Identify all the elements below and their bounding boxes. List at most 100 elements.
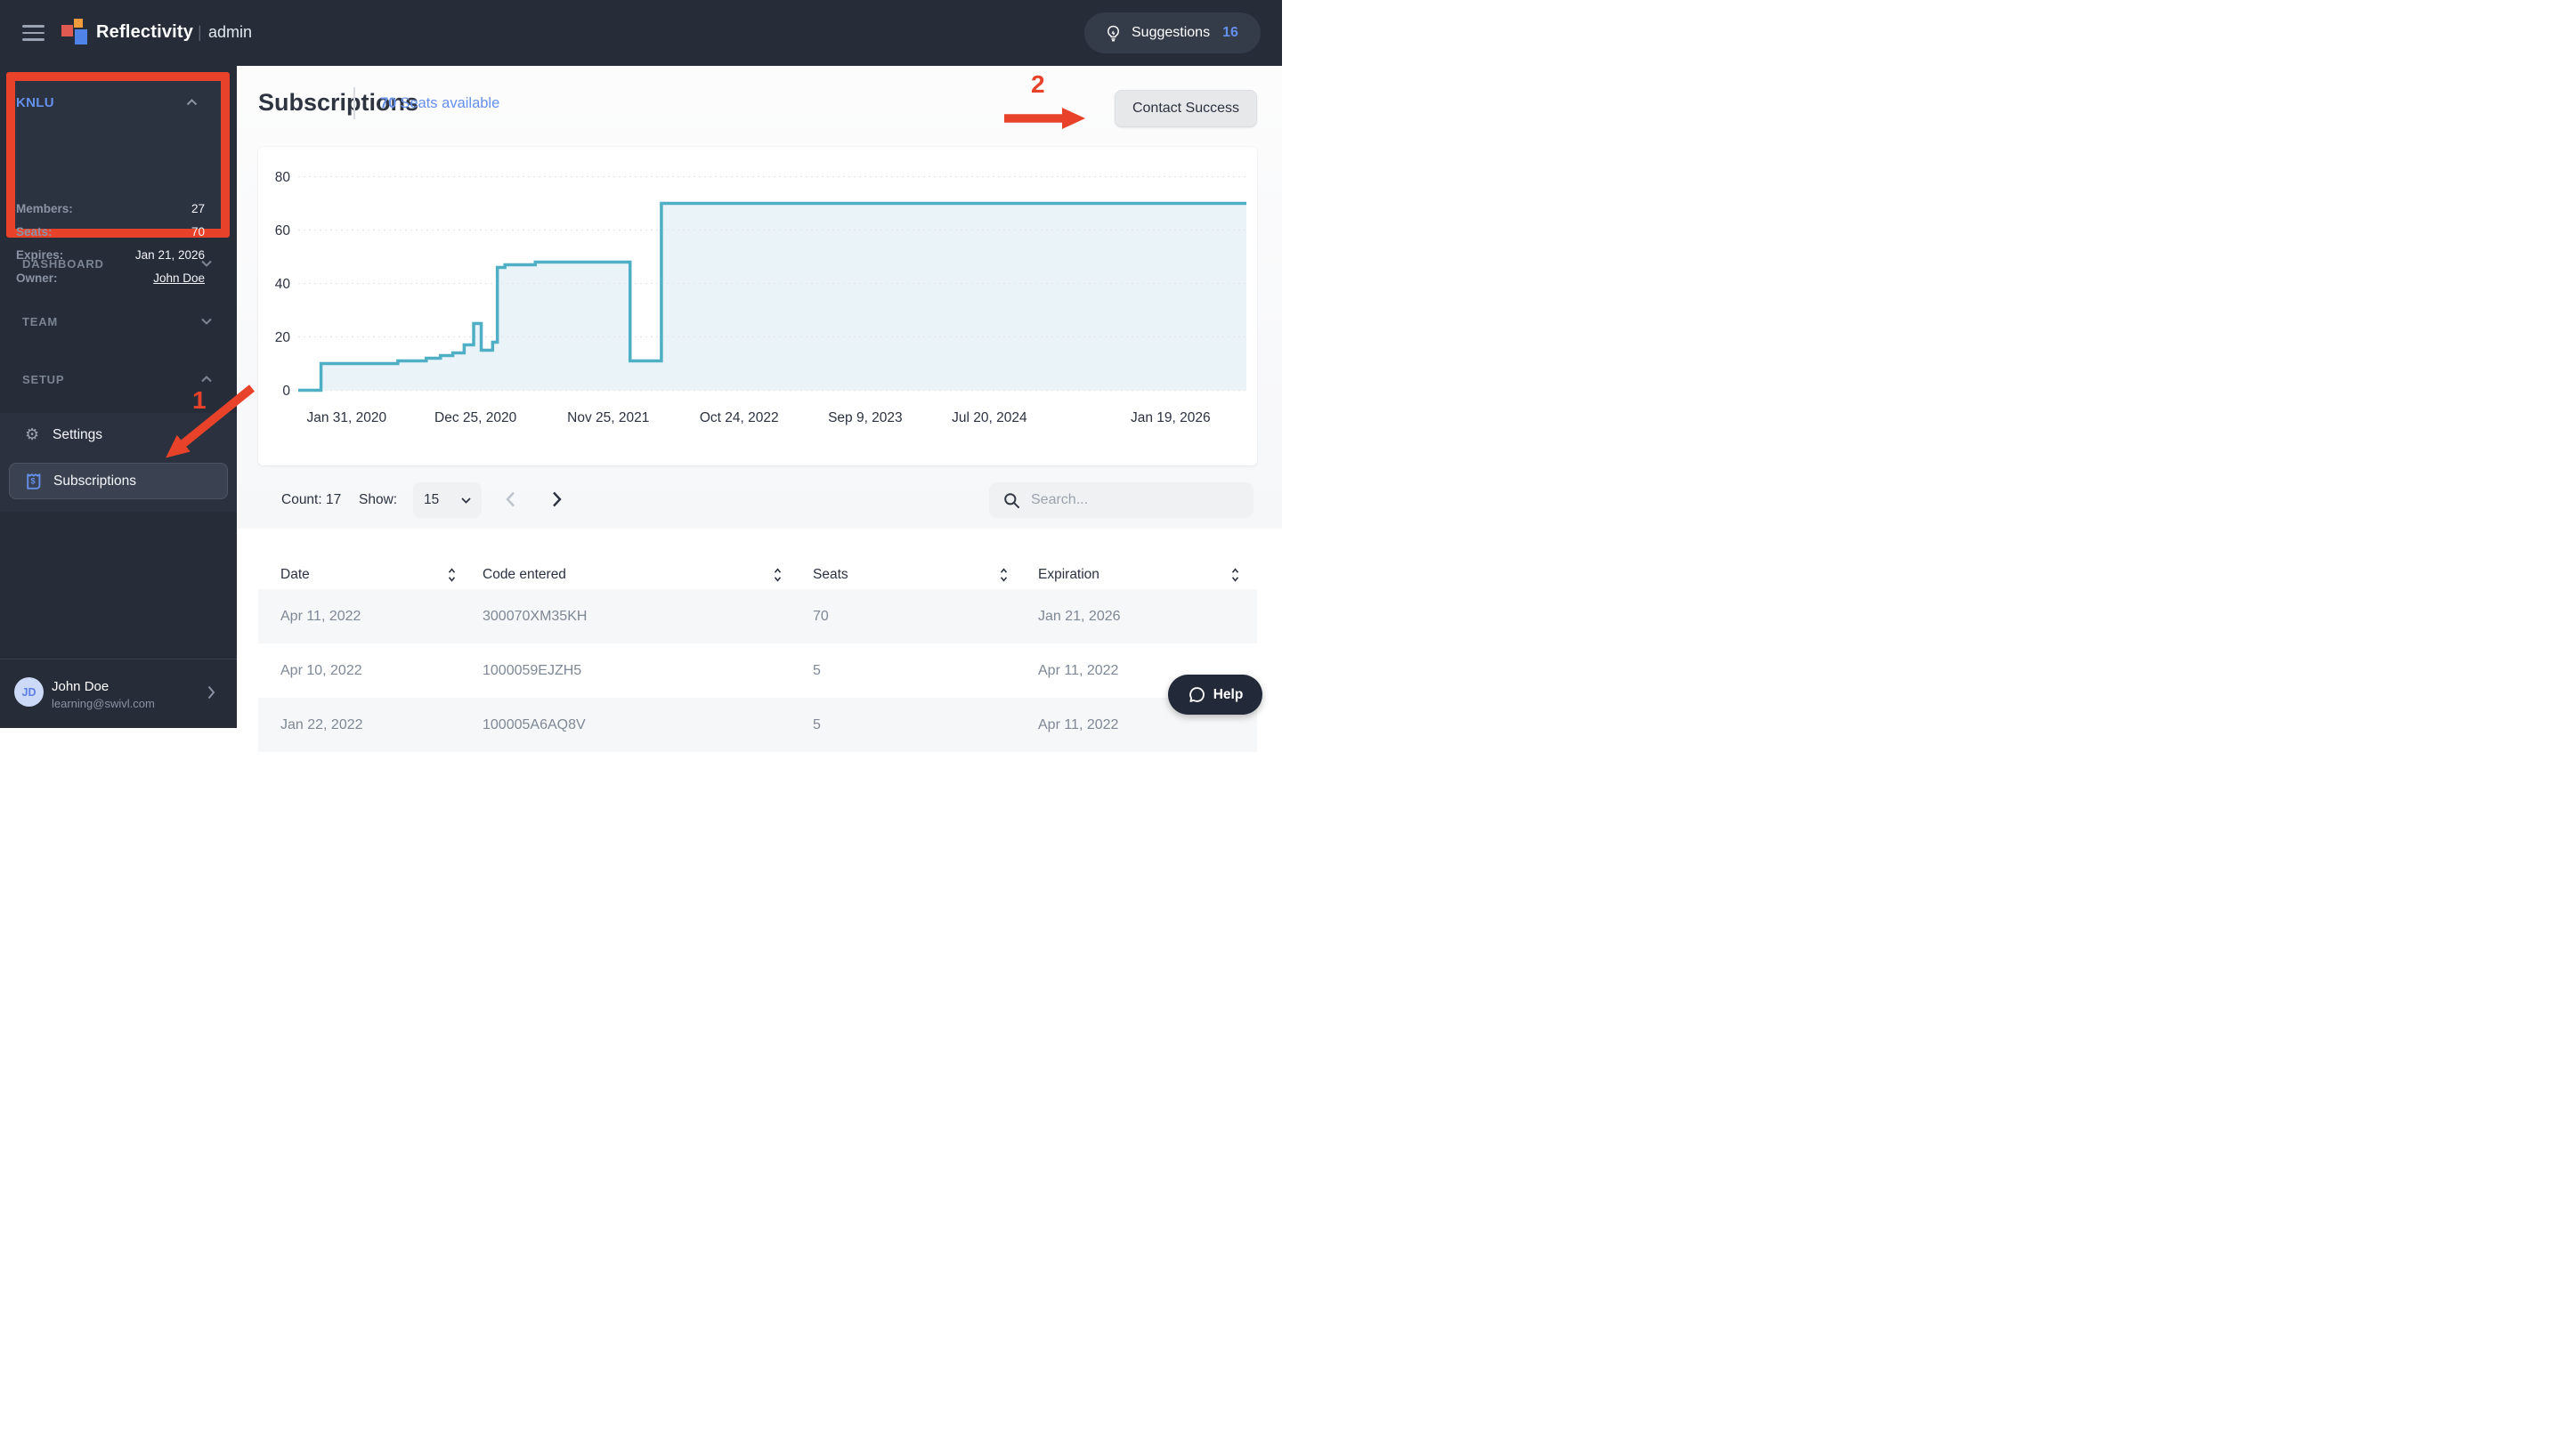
sort-icon[interactable] <box>1231 568 1239 582</box>
owner-label: Owner: <box>16 271 58 285</box>
table-row[interactable]: Apr 10, 2022 1000059EJZH5 5 Apr 11, 2022 <box>258 643 1257 698</box>
chat-bubble-icon <box>1189 687 1205 702</box>
y-axis-tick-label: 80 <box>275 170 291 185</box>
table-cell: Apr 11, 2022 <box>280 608 361 624</box>
sort-icon[interactable] <box>448 568 456 582</box>
x-axis-tick-label: Nov 25, 2021 <box>567 410 649 425</box>
chart-area-fill <box>298 203 1246 391</box>
subscriptions-chart-card: 0 20 40 60 80 Jan 31, 2020 Dec 25, 2020 Nov 25,… <box>258 147 1257 465</box>
seats-available-badge: 70 Seats available <box>380 95 499 112</box>
page-size-value: 15 <box>424 492 440 507</box>
chevron-up-icon <box>201 376 212 383</box>
brand-logo-icon <box>61 19 90 49</box>
table-cell: 300070XM35KH <box>483 608 588 624</box>
org-name[interactable]: KNLU <box>16 95 54 110</box>
table-row[interactable]: Apr 11, 2022 300070XM35KH 70 Jan 21, 2026 <box>258 589 1257 643</box>
menu-icon[interactable] <box>22 25 45 41</box>
result-count: Count: 17 <box>281 492 342 507</box>
dashboard-section-label: DASHBOARD <box>22 257 104 271</box>
contact-success-button[interactable]: Contact Success <box>1115 90 1257 127</box>
previous-page-button[interactable] <box>506 491 515 507</box>
suggestions-count-badge: 16 <box>1222 25 1238 40</box>
column-header-expiration[interactable]: Expiration <box>1017 561 1257 589</box>
sidebar-section-setup[interactable]: SETUP <box>0 367 237 393</box>
avatar[interactable]: JD <box>14 677 44 707</box>
y-axis-tick-label: 40 <box>275 277 291 292</box>
org-row-owner: Owner: John Doe <box>16 271 205 287</box>
org-row-seats: Seats: 70 <box>16 225 205 241</box>
help-label: Help <box>1213 686 1244 702</box>
column-header-label: Seats <box>813 567 848 582</box>
x-axis-tick-label: Jan 19, 2026 <box>1131 410 1211 425</box>
sidebar-section-team[interactable]: TEAM <box>0 309 237 336</box>
divider <box>353 87 355 119</box>
expires-value: Jan 21, 2026 <box>134 248 205 262</box>
column-header-label: Date <box>280 567 310 582</box>
sidebar-item-settings[interactable]: ⚙ Settings <box>0 417 237 453</box>
x-axis-tick-label: Jan 31, 2020 <box>306 410 386 425</box>
sort-icon[interactable] <box>774 568 782 582</box>
top-bar: Reflectivity | admin Suggestions 16 <box>0 0 1282 66</box>
table-cell: 1000059EJZH5 <box>483 662 582 678</box>
page-size-select[interactable]: 15 <box>413 482 482 518</box>
members-label: Members: <box>16 202 73 215</box>
x-axis-tick-label: Dec 25, 2020 <box>434 410 517 425</box>
org-row-expires: Expires: Jan 21, 2026 <box>16 248 205 264</box>
team-section-label: TEAM <box>22 315 59 328</box>
y-axis-tick-label: 0 <box>282 384 290 399</box>
table-cell: Jan 22, 2022 <box>280 716 363 732</box>
search-icon <box>1004 492 1019 508</box>
x-axis-tick-label: Jul 20, 2024 <box>952 410 1027 425</box>
help-button[interactable]: Help <box>1168 675 1262 715</box>
sidebar: KNLU Members: 27 Seats: 70 Expires: Jan … <box>0 66 237 728</box>
owner-link[interactable]: John Doe <box>153 271 205 285</box>
table-cell: 100005A6AQ8V <box>483 716 586 732</box>
search-input[interactable] <box>1029 491 1237 509</box>
table-header-row: Date Code entered Seats Expiration <box>258 561 1257 589</box>
avatar-initials: JD <box>21 685 37 699</box>
chevron-up-icon[interactable] <box>186 99 198 106</box>
table-cell: 5 <box>813 716 821 732</box>
setup-section-label: SETUP <box>22 373 65 386</box>
expires-label: Expires: <box>16 248 64 262</box>
sort-icon[interactable] <box>1000 568 1008 582</box>
chevron-down-icon <box>461 497 471 504</box>
chevron-down-icon <box>201 260 212 267</box>
chevron-right-icon[interactable] <box>207 685 215 700</box>
members-value: 27 <box>191 202 205 215</box>
table-cell: Apr 10, 2022 <box>280 662 362 678</box>
page-title: Subscriptions <box>258 89 419 116</box>
user-name: John Doe <box>52 679 110 694</box>
column-header-label: Expiration <box>1038 567 1099 582</box>
table-cell: 5 <box>813 662 821 678</box>
search-box <box>989 482 1254 518</box>
org-row-members: Members: 27 <box>16 202 205 218</box>
x-axis-tick-label: Sep 9, 2023 <box>828 410 903 425</box>
y-axis-tick-label: 60 <box>275 223 291 239</box>
settings-label: Settings <box>53 427 103 442</box>
table-cell: 70 <box>813 608 829 624</box>
chevron-right-icon <box>553 491 562 507</box>
next-page-button[interactable] <box>552 491 562 507</box>
y-axis-tick-label: 20 <box>275 330 291 345</box>
column-header-label: Code entered <box>483 567 566 582</box>
sidebar-section-dashboard[interactable]: DASHBOARD <box>0 251 237 278</box>
brand-divider: | <box>198 23 202 41</box>
column-header-code-entered[interactable]: Code entered <box>467 561 791 589</box>
chevron-down-icon <box>201 318 212 325</box>
suggestions-button[interactable]: Suggestions 16 <box>1084 12 1261 53</box>
column-header-date[interactable]: Date <box>267 561 467 589</box>
seats-available-label: Seats available <box>400 95 500 111</box>
column-header-seats[interactable]: Seats <box>791 561 1017 589</box>
seats-label: Seats: <box>16 225 53 239</box>
sidebar-item-subscriptions[interactable]: $ Subscriptions <box>9 463 228 499</box>
suggestions-label: Suggestions <box>1132 25 1211 40</box>
seats-value: 70 <box>191 225 205 239</box>
table-body: Apr 11, 2022 300070XM35KH 70 Jan 21, 2026 Ap… <box>258 589 1257 752</box>
app-area-label: admin <box>208 23 253 41</box>
lightbulb-icon <box>1108 25 1119 41</box>
table-row[interactable]: Jan 22, 2022 100005A6AQ8V 5 Apr 11, 2022 <box>258 698 1257 752</box>
x-axis-tick-label: Oct 24, 2022 <box>700 410 779 425</box>
show-label: Show: <box>359 492 398 507</box>
chevron-left-icon <box>506 491 515 507</box>
